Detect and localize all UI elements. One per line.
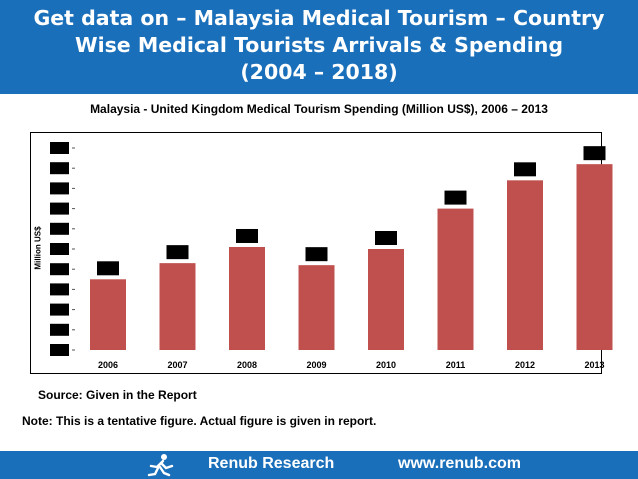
x-tick-label: 2006 [98,360,118,370]
y-tick-label-redacted [50,162,69,175]
y-tick-label-redacted [50,202,69,215]
x-tick-label: 2007 [167,360,187,370]
header-title-line-1: Get data on – Malaysia Medical Tourism –… [33,6,605,30]
data-label-redacted [236,228,258,243]
bar [368,249,404,350]
disclaimer-note: Note: This is a tentative figure. Actual… [22,414,377,428]
header-title-line-3: (2004 – 2018) [240,60,398,84]
x-tick-label: 2013 [584,360,604,370]
bar [90,279,126,350]
y-tick-label-redacted [50,222,69,235]
y-tick-label-redacted [50,303,69,316]
footer-brand: Renub Research [208,455,335,472]
bar [229,246,265,350]
y-tick-label-redacted [50,263,69,276]
bar [159,263,196,350]
data-label-redacted [166,245,189,260]
chart-title: Malaysia - United Kingdom Medical Touris… [90,102,548,116]
data-label-redacted [514,162,536,177]
x-tick-label: 2011 [446,360,466,370]
y-tick-label-redacted [50,142,69,154]
page-footer: Renub Research www.renub.com [0,451,638,479]
bar [298,265,335,350]
bar [576,164,613,350]
y-tick-label-redacted [50,243,69,255]
x-tick-label: 2008 [237,360,257,370]
bar [507,180,543,350]
data-label-redacted [583,146,606,161]
header-title-line-2: Wise Medical Tourists Arrivals & Spendin… [74,33,564,57]
data-label-redacted [375,231,397,245]
y-tick-label-redacted [50,344,69,356]
y-tick-label-redacted [50,283,69,296]
source-note: Source: Given in the Report [38,388,197,402]
data-label-redacted [444,190,467,205]
bar [437,208,474,350]
data-label-redacted [97,261,119,276]
page-header: Get data on – Malaysia Medical Tourism –… [0,0,638,94]
y-tick-label-redacted [50,323,69,336]
data-label-redacted [305,247,328,262]
x-tick-label: 2009 [306,360,326,370]
x-tick-label: 2012 [515,360,535,370]
y-axis-label: Million US$ [33,226,43,270]
y-tick-label-redacted [50,182,69,195]
footer-website-link[interactable]: www.renub.com [398,455,521,472]
runner-logo-icon [147,454,174,477]
x-tick-label: 2010 [376,360,396,370]
